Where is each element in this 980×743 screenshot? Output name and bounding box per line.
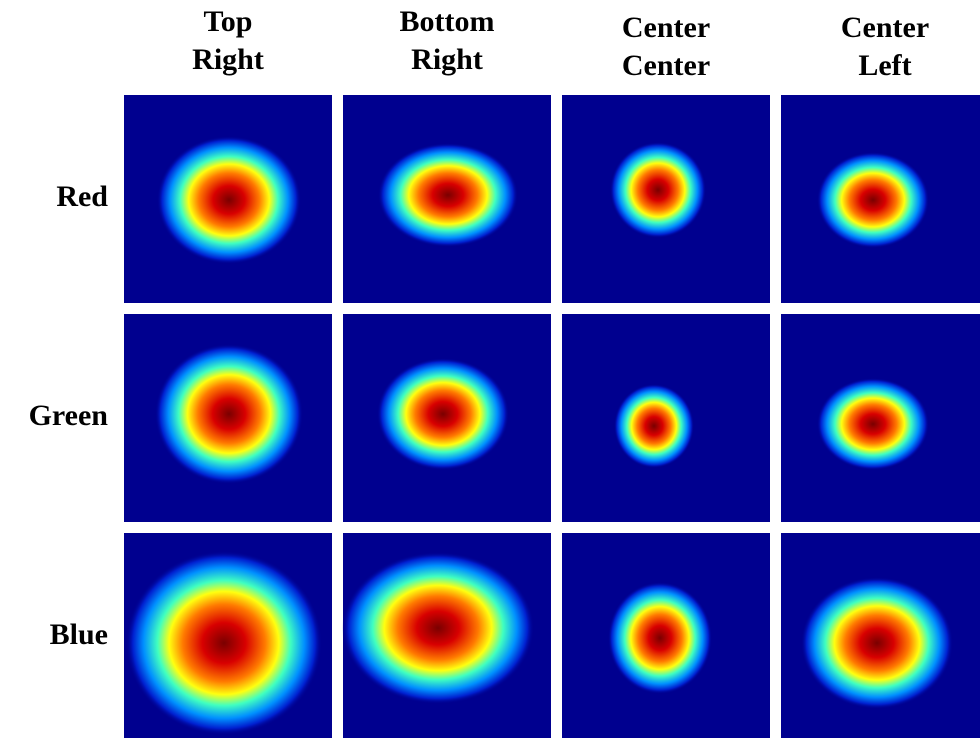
heatmap-panel (562, 533, 770, 738)
heatmap-panel (342, 533, 551, 738)
heat-blob (801, 577, 953, 709)
heat-blob (610, 142, 706, 238)
heatmap-panel (124, 314, 332, 522)
column-header: Bottom (400, 5, 495, 38)
heat-blob (614, 384, 694, 468)
heatmap-panel (343, 95, 551, 303)
column-header: Right (411, 43, 483, 76)
column-header: Center (841, 11, 929, 44)
heatmap-panel (562, 95, 770, 303)
heat-blob (817, 152, 929, 248)
heatmap-panel (124, 533, 332, 738)
page: Top Right Bottom Right Center Center Center Lef… (0, 0, 980, 738)
column-header: Top (204, 5, 253, 38)
row-label: Blue (50, 618, 108, 651)
heat-blob (817, 378, 929, 470)
heat-blob (377, 358, 509, 470)
row-label: Red (56, 180, 108, 213)
heatmap-panel (562, 314, 770, 522)
heat-blob (342, 552, 534, 704)
heat-blob (155, 344, 303, 484)
column-header: Left (858, 49, 911, 82)
heatmap-panel (124, 95, 332, 303)
heatmap-panel (781, 314, 980, 522)
heat-blob (157, 136, 301, 264)
column-header: Right (192, 43, 264, 76)
heatmap-panel (781, 95, 980, 303)
heat-blob (608, 582, 712, 694)
column-header: Center (622, 49, 710, 82)
heatmap-panel (343, 314, 551, 522)
column-header: Center (622, 11, 710, 44)
figure: Top Right Bottom Right Center Center Center Lef… (0, 0, 980, 738)
row-label: Green (29, 399, 109, 432)
heatmap-panel (781, 533, 980, 738)
heat-blob (126, 551, 322, 735)
heat-blob (378, 143, 518, 247)
